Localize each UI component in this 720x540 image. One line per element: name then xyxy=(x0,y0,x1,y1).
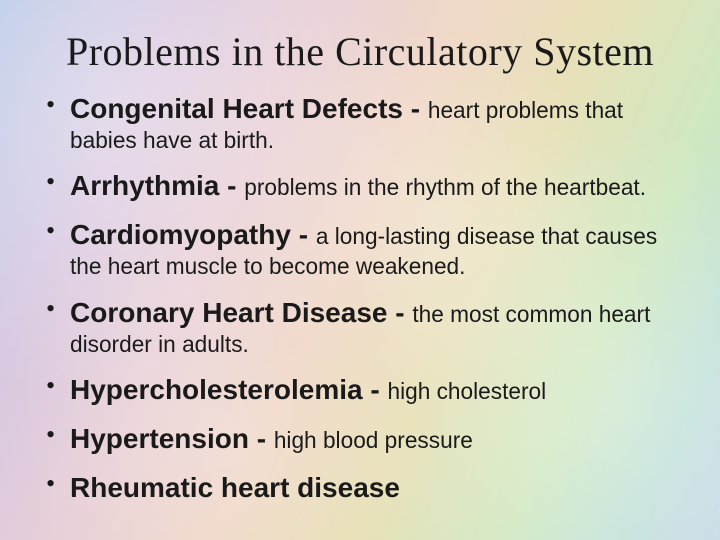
definition: high blood pressure xyxy=(274,427,473,453)
bullet-list: Congenital Heart Defects - heart problem… xyxy=(36,91,684,505)
term: Coronary Heart Disease xyxy=(70,297,387,328)
term: Cardiomyopathy xyxy=(70,219,291,250)
separator: - xyxy=(249,423,274,454)
list-item: Hypertension - high blood pressure xyxy=(44,421,684,456)
slide: Problems in the Circulatory System Conge… xyxy=(0,0,720,540)
definition: high cholesterol xyxy=(387,378,546,404)
list-item: Arrhythmia - problems in the rhythm of t… xyxy=(44,168,684,203)
term: Congenital Heart Defects xyxy=(70,93,403,124)
list-item: Hypercholesterolemia - high cholesterol xyxy=(44,372,684,407)
separator: - xyxy=(403,93,428,124)
list-item: Rheumatic heart disease xyxy=(44,470,684,505)
term: Rheumatic heart disease xyxy=(70,472,400,503)
list-item: Congenital Heart Defects - heart problem… xyxy=(44,91,684,154)
page-title: Problems in the Circulatory System xyxy=(36,28,684,75)
separator: - xyxy=(219,170,244,201)
term: Hypercholesterolemia xyxy=(70,374,363,405)
separator: - xyxy=(291,219,316,250)
term: Arrhythmia xyxy=(70,170,219,201)
separator: - xyxy=(363,374,388,405)
definition: problems in the rhythm of the heartbeat. xyxy=(244,174,646,200)
term: Hypertension xyxy=(70,423,249,454)
list-item: Cardiomyopathy - a long-lasting disease … xyxy=(44,217,684,280)
separator: - xyxy=(387,297,412,328)
list-item: Coronary Heart Disease - the most common… xyxy=(44,295,684,358)
